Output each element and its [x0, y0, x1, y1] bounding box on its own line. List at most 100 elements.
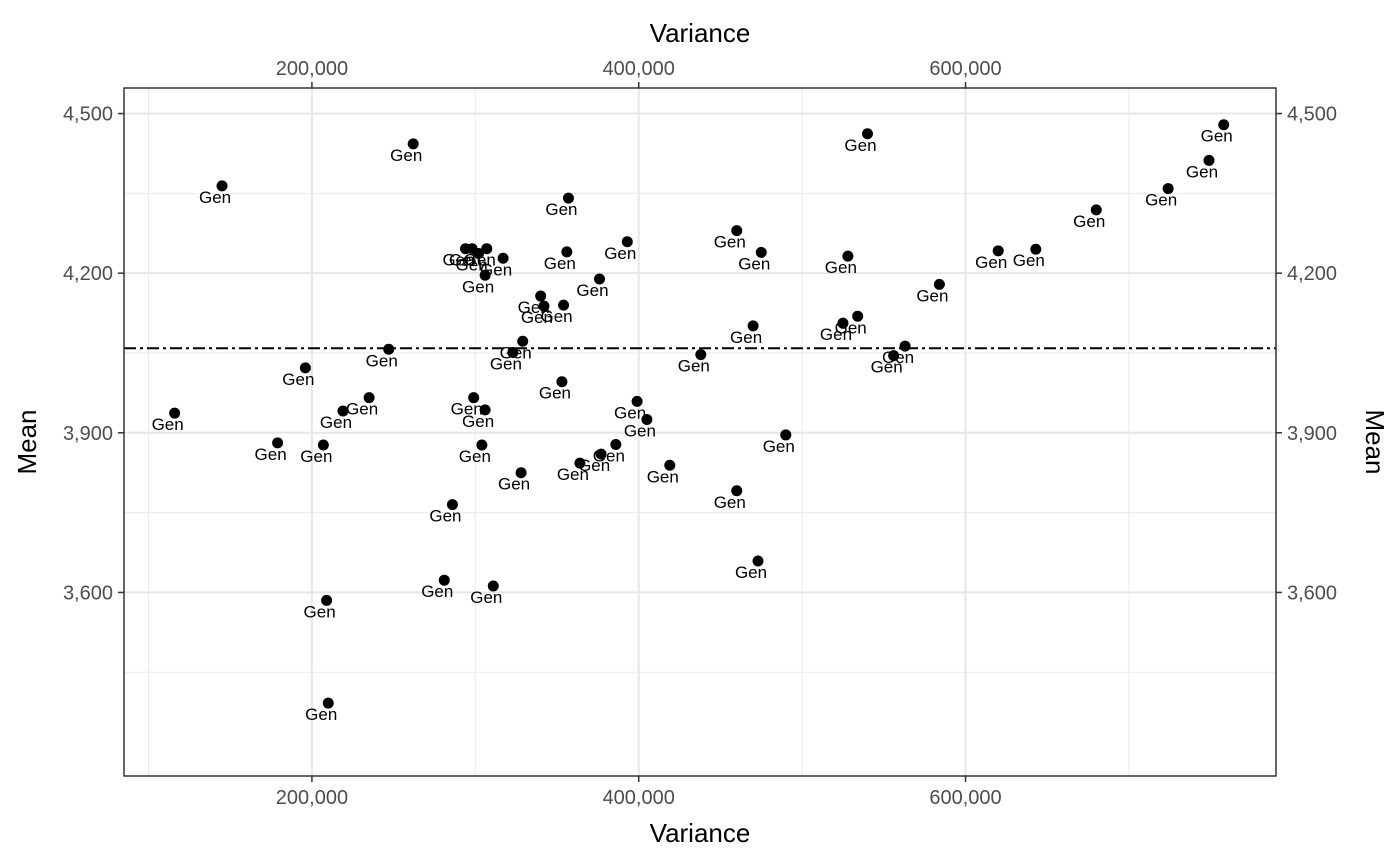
- data-point: [664, 459, 676, 471]
- data-point-label: Gen: [442, 251, 474, 270]
- data-point-label: Gen: [735, 563, 767, 582]
- data-point-label: Gen: [614, 403, 646, 422]
- data-point: [322, 697, 334, 709]
- y-tick-label-left: 4,500: [63, 104, 113, 126]
- data-point-label: Gen: [1013, 251, 1045, 270]
- data-point: [383, 343, 395, 355]
- data-point-label: Gen: [366, 351, 398, 370]
- axes: 200,000 200,000 400,000 400,000 600,000 600,0…: [63, 58, 1337, 809]
- y-tick-label-left: 3,600: [63, 582, 113, 604]
- data-point-label: Gen: [320, 413, 352, 432]
- data-point: [515, 467, 527, 479]
- data-point: [507, 346, 519, 358]
- data-point-label: Gen: [1186, 162, 1218, 181]
- data-point: [933, 278, 945, 290]
- data-point: [169, 407, 181, 419]
- data-point-label: Gen: [464, 251, 496, 270]
- data-point-label: Gen: [498, 475, 530, 494]
- data-point: [479, 404, 491, 416]
- data-point-label: Gen: [624, 421, 656, 440]
- data-point: [337, 405, 349, 417]
- data-point-label: Gen: [916, 286, 948, 305]
- x-tick-label-bottom: 400,000: [603, 787, 675, 809]
- data-point: [556, 376, 568, 388]
- data-point-label: Gen: [421, 582, 453, 601]
- data-point-label: Gen: [1201, 127, 1233, 146]
- data-point-label: Gen: [975, 253, 1007, 272]
- data-point-label: Gen: [199, 188, 231, 207]
- data-point-label: Gen: [730, 328, 762, 347]
- data-point-label: Gen: [305, 705, 337, 724]
- data-point: [594, 273, 606, 285]
- data-point-label: Gen: [462, 277, 494, 296]
- data-point-label: Gen: [1073, 212, 1105, 231]
- data-point-label: Gen: [539, 384, 571, 403]
- x-tick-label-bottom: 600,000: [929, 787, 1001, 809]
- data-point-label: Gen: [678, 357, 710, 376]
- data-point-label: Gen: [152, 415, 184, 434]
- data-point: [631, 395, 643, 407]
- data-point: [481, 243, 493, 255]
- grid: [124, 88, 1276, 776]
- data-point: [842, 250, 854, 262]
- data-point: [861, 128, 873, 140]
- data-point-label: Gen: [1145, 191, 1177, 210]
- data-point: [407, 138, 419, 150]
- data-point: [1162, 183, 1174, 195]
- data-point: [562, 192, 574, 204]
- y-tick-label-right: 3,600: [1287, 582, 1337, 604]
- data-point-label: Gen: [825, 258, 857, 277]
- data-point: [561, 246, 573, 258]
- data-point-label: Gen: [451, 400, 483, 419]
- data-point: [438, 574, 450, 586]
- data-point: [538, 300, 550, 312]
- panel-border: [123, 87, 1277, 777]
- data-point: [497, 252, 509, 264]
- data-point: [621, 236, 633, 248]
- data-point-label: Gen: [470, 588, 502, 607]
- data-point-label: Gen: [714, 233, 746, 252]
- data-point-label: Gen: [490, 354, 522, 373]
- x-tick-label-top: 400,000: [603, 58, 675, 80]
- data-point-label: Gen: [545, 200, 577, 219]
- data-point-label: Gen: [521, 308, 553, 327]
- data-point: [446, 499, 458, 511]
- data-point-label: Gen: [456, 255, 488, 274]
- data-point: [780, 429, 792, 441]
- data-point-label: Gen: [714, 493, 746, 512]
- data-point: [479, 269, 491, 281]
- y-tick-label-right: 4,500: [1287, 104, 1337, 126]
- x-axis-title-top: Variance: [650, 18, 751, 48]
- y-tick-label-left: 4,200: [63, 263, 113, 285]
- data-point: [476, 439, 488, 451]
- data-point: [641, 413, 653, 425]
- data-point: [1218, 119, 1230, 131]
- points-layer: Gen Gen Gen Gen Gen Gen Gen Gen Gen Gen Gen Gen Gen G…: [152, 119, 1233, 724]
- data-point: [363, 392, 375, 404]
- data-point-label: Gen: [871, 358, 903, 377]
- data-point: [558, 299, 570, 311]
- data-point-label: Gen: [304, 602, 336, 621]
- data-point: [1030, 243, 1042, 255]
- x-tick-label-top: 600,000: [929, 58, 1001, 80]
- data-point-label: Gen: [738, 254, 770, 273]
- data-point: [272, 437, 284, 449]
- data-point-label: Gen: [282, 370, 314, 389]
- data-point: [610, 439, 622, 451]
- data-point: [1203, 154, 1215, 166]
- y-axis-title-left: Mean: [12, 409, 42, 474]
- data-point: [852, 310, 864, 322]
- data-point-label: Gen: [557, 465, 589, 484]
- data-point-label: Gen: [604, 244, 636, 263]
- data-point-label: Gen: [300, 447, 332, 466]
- data-point: [837, 317, 849, 329]
- data-point: [731, 485, 743, 497]
- data-point-label: Gen: [576, 281, 608, 300]
- data-point: [299, 362, 311, 374]
- data-point: [473, 247, 485, 259]
- data-point: [535, 290, 547, 302]
- data-point-label: Gen: [540, 307, 572, 326]
- data-point: [216, 180, 228, 192]
- data-point-label: Gen: [390, 146, 422, 165]
- data-point: [321, 594, 333, 606]
